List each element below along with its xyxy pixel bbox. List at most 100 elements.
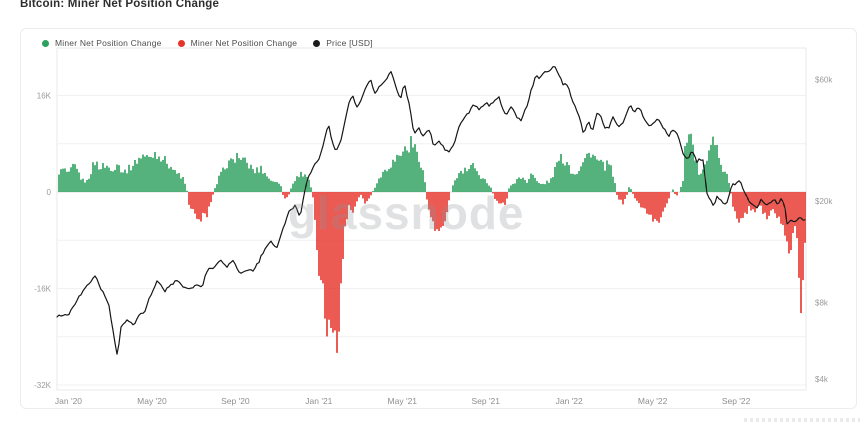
- miner-bar-negative: [434, 192, 436, 231]
- miner-bar-positive: [606, 160, 608, 192]
- miner-bar-positive: [166, 163, 168, 192]
- miner-bar-positive: [174, 170, 176, 192]
- miner-bar-positive: [228, 160, 230, 192]
- miner-bar-positive: [136, 163, 138, 192]
- miner-bar-positive: [592, 154, 594, 192]
- miner-bar-positive: [372, 191, 374, 192]
- miner-bar-positive: [126, 173, 128, 192]
- clipped-footer-text: [744, 418, 860, 422]
- miner-bar-positive: [600, 159, 602, 192]
- miner-bar-positive: [236, 152, 238, 192]
- miner-bar-negative: [796, 192, 798, 239]
- miner-bar-negative: [664, 192, 666, 208]
- miner-bar-positive: [574, 174, 576, 192]
- plot-border: [56, 47, 807, 391]
- miner-bar-positive: [304, 174, 306, 192]
- miner-bar-positive: [294, 181, 296, 192]
- miner-bar-positive: [542, 183, 544, 192]
- miner-bar-positive: [224, 169, 226, 192]
- legend-label: Miner Net Position Change: [190, 38, 298, 48]
- miner-bar-positive: [230, 158, 232, 192]
- miner-bar-negative: [794, 192, 796, 227]
- miner-bar-positive: [536, 181, 538, 192]
- miner-bar-negative: [798, 192, 800, 278]
- miner-bar-negative: [742, 192, 744, 218]
- legend-item-miner-net-position-change-positive[interactable]: Miner Net Position Change: [42, 38, 162, 48]
- miner-bar-negative: [442, 192, 444, 226]
- miner-bar-negative: [288, 192, 290, 195]
- miner-bar-positive: [172, 169, 174, 192]
- miner-bar-negative: [446, 192, 448, 213]
- miner-bar-positive: [520, 178, 522, 192]
- miner-bar-positive: [578, 171, 580, 192]
- miner-bar-negative: [654, 192, 656, 219]
- miner-bar-positive: [72, 163, 74, 192]
- miner-bar-positive: [116, 164, 118, 192]
- miner-bar-positive: [580, 166, 582, 192]
- legend-item-price-usd[interactable]: Price [USD]: [313, 38, 373, 48]
- miner-bar-positive: [64, 168, 66, 192]
- miner-bar-negative: [500, 192, 502, 204]
- miner-bar-negative: [192, 192, 194, 210]
- miner-bar-negative: [780, 192, 782, 224]
- miner-bar-negative: [338, 192, 340, 332]
- miner-bar-positive: [170, 166, 172, 192]
- miner-bar-positive: [62, 168, 64, 192]
- miner-bar-positive: [684, 146, 686, 192]
- miner-bar-positive: [470, 165, 472, 192]
- miner-bar-positive: [272, 181, 274, 192]
- miner-bar-negative: [344, 192, 346, 227]
- legend-item-miner-net-position-change-negative[interactable]: Miner Net Position Change: [177, 38, 298, 48]
- y-axis-label-right: $4k: [815, 375, 829, 384]
- miner-bar-positive: [226, 168, 228, 192]
- miner-bar-positive: [550, 178, 552, 192]
- miner-bar-negative: [204, 192, 206, 214]
- miner-bar-positive: [140, 158, 142, 192]
- x-axis-label: Jan '22: [556, 396, 583, 406]
- miner-bar-positive: [306, 176, 308, 192]
- x-axis-label: May '21: [388, 396, 418, 406]
- miner-bar-positive: [598, 160, 600, 192]
- miner-bar-positive: [250, 164, 252, 192]
- y-axis-label-left: 0: [47, 188, 52, 197]
- miner-bar-positive: [214, 188, 216, 192]
- miner-bar-positive: [218, 175, 220, 192]
- miner-bar-positive: [374, 187, 376, 192]
- miner-bar-negative: [340, 192, 342, 284]
- miner-bar-negative: [496, 192, 498, 201]
- miner-bar-negative: [364, 192, 366, 204]
- miner-bar-negative: [350, 192, 352, 211]
- miner-bar-positive: [380, 177, 382, 192]
- miner-bar-positive: [262, 173, 264, 192]
- miner-bar-positive: [238, 158, 240, 192]
- miner-bar-positive: [82, 178, 84, 192]
- miner-bar-positive: [110, 170, 112, 192]
- miner-bar-positive: [724, 171, 726, 192]
- miner-bar-negative: [736, 192, 738, 219]
- miner-bar-negative: [286, 192, 288, 198]
- miner-bar-negative: [616, 192, 618, 195]
- miner-bar-negative: [440, 192, 442, 228]
- miner-bar-negative: [744, 192, 746, 213]
- miner-bar-positive: [714, 145, 716, 192]
- miner-bar-positive: [728, 182, 730, 192]
- miner-bar-negative: [438, 192, 440, 232]
- miner-bar-positive: [556, 162, 558, 192]
- miner-bar-negative: [370, 192, 372, 196]
- miner-bar-negative: [208, 192, 210, 207]
- miner-bar-positive: [276, 182, 278, 192]
- miner-bar-positive: [458, 173, 460, 192]
- miner-bar-negative: [800, 192, 802, 314]
- miner-bar-negative: [766, 192, 768, 220]
- miner-bar-positive: [244, 157, 246, 192]
- miner-bar-positive: [76, 168, 78, 192]
- miner-bar-negative: [312, 192, 314, 198]
- miner-bar-positive: [408, 152, 410, 192]
- miner-bar-positive: [278, 183, 280, 192]
- miner-bar-positive: [472, 163, 474, 192]
- miner-bar-positive: [710, 144, 712, 192]
- miner-bar-negative: [352, 192, 354, 213]
- miner-bar-negative: [662, 192, 664, 212]
- miner-bar-negative: [646, 192, 648, 214]
